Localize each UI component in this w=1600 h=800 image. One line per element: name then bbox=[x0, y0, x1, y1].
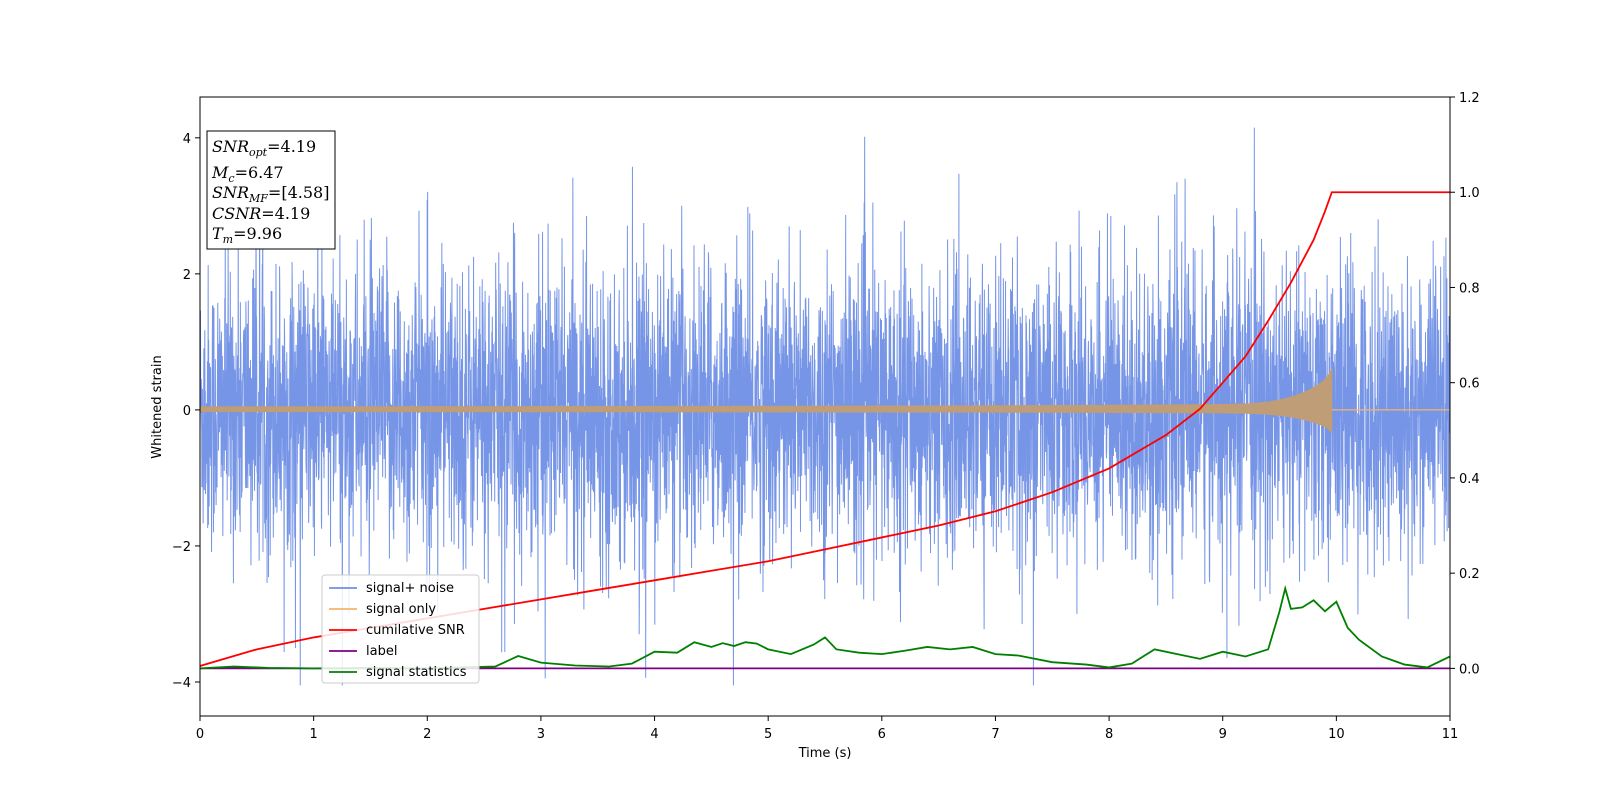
y-tick: −2 bbox=[172, 540, 200, 555]
x-tick: 1 bbox=[309, 716, 318, 742]
x-tick-label: 1 bbox=[309, 727, 317, 742]
x-tick: 11 bbox=[1442, 716, 1459, 742]
mc-text: Mc=6.47 bbox=[211, 163, 284, 185]
x-tick: 3 bbox=[537, 716, 545, 742]
legend-label: cumilative SNR bbox=[366, 623, 465, 638]
legend-item: signal+ noise bbox=[329, 581, 454, 596]
tm-text: Tm=9.96 bbox=[212, 224, 282, 246]
x-tick-label: 3 bbox=[537, 727, 545, 742]
y2-tick-label: 1.2 bbox=[1459, 91, 1480, 106]
x-axis-label: Time (s) bbox=[798, 746, 852, 761]
y2-tick-label: 0.2 bbox=[1459, 567, 1480, 582]
x-tick-label: 11 bbox=[1442, 727, 1459, 742]
y-tick-label: 2 bbox=[183, 268, 191, 283]
y2-tick: 0.4 bbox=[1450, 472, 1480, 487]
y-tick-label: 0 bbox=[183, 404, 191, 419]
y-axis-right: 0.0 0.2 0.4 0.6 0.8 1.0 1.2 bbox=[1450, 91, 1480, 677]
csnr-text: CSNR=4.19 bbox=[212, 204, 310, 223]
info-box: SNRopt=4.19 Mc=6.47 SNRMF=[4.58] CSNR=4.… bbox=[206, 130, 336, 250]
x-axis: 0 1 2 3 4 5 6 7 8 9 10 11 bbox=[196, 716, 1458, 742]
legend-label: signal+ noise bbox=[366, 581, 454, 596]
y2-tick-label: 0.6 bbox=[1459, 377, 1480, 392]
y2-tick: 1.0 bbox=[1450, 186, 1480, 201]
x-tick-label: 7 bbox=[991, 727, 999, 742]
y-tick: 4 bbox=[183, 132, 200, 147]
x-tick-label: 0 bbox=[196, 727, 204, 742]
y2-tick: 0.6 bbox=[1450, 377, 1480, 392]
x-tick: 2 bbox=[423, 716, 431, 742]
legend: signal+ noise signal only cumilative SNR la… bbox=[321, 574, 480, 684]
y2-tick-label: 0.4 bbox=[1459, 472, 1480, 487]
y2-tick-label: 0.8 bbox=[1459, 281, 1480, 296]
x-tick: 6 bbox=[878, 716, 886, 742]
x-tick-label: 8 bbox=[1105, 727, 1113, 742]
x-tick: 0 bbox=[196, 716, 204, 742]
x-tick: 9 bbox=[1219, 716, 1227, 742]
y2-tick-label: 0.0 bbox=[1459, 662, 1480, 677]
y-tick-label: −2 bbox=[172, 540, 191, 555]
legend-label: label bbox=[366, 644, 397, 659]
x-tick: 10 bbox=[1328, 716, 1345, 742]
x-tick: 8 bbox=[1105, 716, 1113, 742]
legend-item: signal only bbox=[329, 602, 436, 617]
plot-frame bbox=[199, 96, 1451, 717]
legend-item: cumilative SNR bbox=[329, 623, 465, 638]
y-tick-label: 4 bbox=[183, 132, 191, 147]
y-tick: 0 bbox=[183, 404, 200, 419]
snr-opt-text: SNRopt=4.19 bbox=[212, 137, 316, 159]
x-tick-label: 9 bbox=[1219, 727, 1227, 742]
y-tick-label: −4 bbox=[172, 676, 191, 691]
y2-tick: 0.0 bbox=[1450, 662, 1480, 677]
x-tick-label: 10 bbox=[1328, 727, 1345, 742]
y-tick: −4 bbox=[172, 676, 200, 691]
y2-tick: 0.2 bbox=[1450, 567, 1480, 582]
x-tick: 5 bbox=[764, 716, 772, 742]
y-axis-label: Whitened strain bbox=[150, 355, 165, 458]
snr-mf-text: SNRMF=[4.58] bbox=[212, 183, 329, 205]
legend-label: signal only bbox=[366, 602, 436, 617]
legend-item: label bbox=[329, 644, 397, 659]
signal-statistics-series bbox=[200, 584, 1450, 670]
legend-label: signal statistics bbox=[366, 665, 467, 680]
signal-only-series bbox=[200, 367, 1333, 434]
legend-item: signal statistics bbox=[329, 665, 467, 680]
x-tick: 4 bbox=[650, 716, 659, 742]
x-tick-label: 4 bbox=[650, 727, 658, 742]
x-tick-label: 2 bbox=[423, 727, 431, 742]
y-tick: 2 bbox=[183, 268, 200, 283]
x-tick: 7 bbox=[991, 716, 1000, 742]
x-tick-label: 5 bbox=[764, 727, 772, 742]
y2-tick: 1.2 bbox=[1450, 91, 1480, 106]
y2-tick: 0.8 bbox=[1450, 281, 1480, 296]
y2-tick-label: 1.0 bbox=[1459, 186, 1480, 201]
y-axis-left: −4 −2 0 2 4 bbox=[172, 132, 200, 691]
x-tick-label: 6 bbox=[878, 727, 886, 742]
signal-noise-series bbox=[200, 127, 1450, 686]
